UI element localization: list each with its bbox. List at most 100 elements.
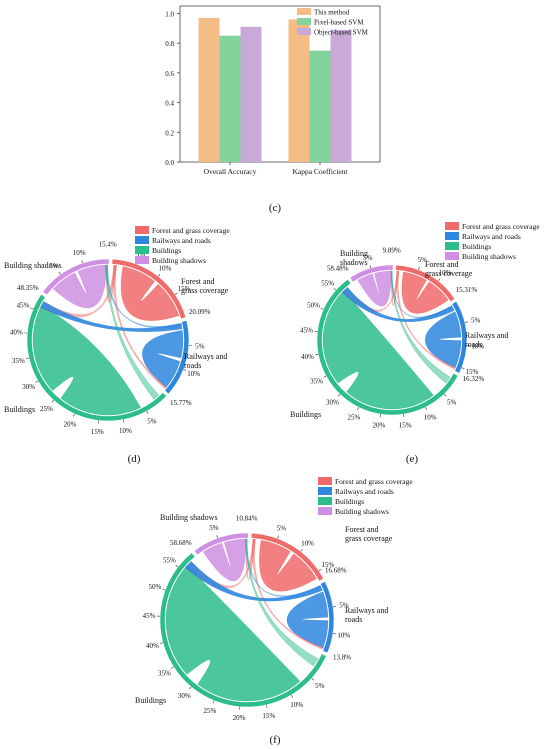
chord-self-1 [401,271,449,314]
legend-label: Pixel-based SVM [314,19,364,27]
group-label-1: Forest and [425,260,459,269]
group-label-4: shadows [340,258,368,267]
ring-segment-3 [316,279,459,416]
chord-self-3 [165,565,301,702]
legend-swatch [318,477,332,485]
ring-end-label: 16.68% [325,566,347,574]
legend-label: Buildings [152,246,181,255]
ring-tick [212,700,215,704]
ring-end-label: 58.48% [327,265,349,273]
panel-f-chord-diagram: 5%10%15%16.68%5%10%13.8%5%10%15%20%25%30… [135,477,413,722]
ring-tick [311,677,315,681]
ring-segment-2 [451,300,468,374]
ring-tick-label: 10% [159,264,172,272]
ring-tick-label: 5% [277,525,287,533]
plot-frame [179,5,381,163]
group-label-3: Buildings [290,410,321,419]
panel-label-e: (e) [406,453,419,465]
ring-tick-label: 35% [158,669,171,677]
ring-end-label: 13.8% [333,653,351,661]
ring-tick [461,367,465,370]
chord-self-4 [357,270,392,307]
y-tick-label: 1.0 [165,10,174,18]
ring-end-label: 48.35% [17,284,39,292]
bar-2-1 [219,35,241,162]
ring-tick-label: 10% [290,701,303,709]
ring-end-label: 9.89% [383,247,401,255]
y-tick-label: 0.4 [165,100,174,108]
ring-tick-label: 50% [307,301,320,309]
legend-label: Railways and roads [462,232,521,241]
legend-swatch [135,236,149,244]
ring-tick-label: 15% [178,285,191,293]
ring-tick-label: 45% [300,327,313,335]
legend-swatch [318,507,332,515]
chord-self-2 [425,311,462,369]
ring-tick-label: 10% [439,269,452,277]
ring-tick [290,694,293,698]
ring-tick [357,407,360,411]
ring-tick-label: 15% [91,428,104,436]
ring-tick-label: 15% [399,421,412,429]
ring-tick [160,642,164,644]
ring-tick [300,549,303,552]
group-label-2: Railways and [465,331,508,340]
ring-end-label: 58.68% [170,539,192,547]
group-label-2: Railways and [184,352,227,361]
panel-c-bar-chart: 0.0 0.2 0.4 0.6 0.8 1.0 Overall Accuracy Kappa … [165,5,381,176]
ring-tick-label: 40% [10,329,23,337]
chord-self-4 [202,538,247,582]
ring-tick [26,357,30,359]
ring-segment-2 [320,581,335,654]
ring-end-label: 15.4% [99,241,117,249]
legend-label: Forest and grass coverage [152,226,230,235]
legend-swatch [135,246,149,254]
ring-tick [162,588,166,591]
ring-tick [58,271,61,275]
y-tick-label: 0.0 [165,159,174,167]
ring-tick-label: 5% [339,602,349,610]
ring-tick [123,419,125,423]
ring-tick [174,292,178,295]
ring-tick [318,569,322,572]
bar-1-2 [288,19,310,162]
chord-cross-6 [390,270,451,384]
ring-tick-label: 40% [146,642,159,650]
group-label-2: roads [345,615,362,624]
group-label-2: roads [184,361,201,370]
ring-tick [337,393,341,397]
ring-tick-label: 10% [471,343,484,351]
legend-swatch [135,226,149,234]
group-label-4: Building shadows [4,261,62,270]
ring-tick-label: 20% [233,714,246,722]
ring-end-label: 16.32% [463,375,485,383]
ring-tick [175,564,179,568]
ring-tick [146,411,149,414]
y-tick-label: 0.8 [165,40,174,48]
ring-segment-1 [395,264,456,302]
ring-tick [369,265,372,269]
ring-tick-label: 5% [136,250,146,258]
chord-cross-4 [40,301,183,332]
ring-tick-label: 10% [119,427,132,435]
bar-3-1 [240,26,262,162]
chord-cross-6 [245,538,319,667]
ring-tick-label: 40% [301,353,314,361]
ring-tick-label: 35% [310,378,323,386]
ring-tick [323,375,327,378]
ring-end-label: 15.77% [170,399,192,407]
ring-tick [418,266,420,270]
ring-tick [425,407,427,411]
legend-label: Railways and roads [152,236,211,245]
chord-self-2 [286,591,329,649]
ring-tick [216,535,218,539]
y-tick-label: 0.6 [165,70,174,78]
legend-label: Building shadows [462,252,516,261]
group-label-3: Buildings [4,405,35,414]
chord-self-1 [259,540,317,592]
legend-swatch [297,18,311,25]
panel-label-f: (f) [270,734,281,746]
group-label-1: Forest and [181,277,215,286]
legend-swatch [135,256,149,264]
ring-tick [189,686,192,690]
